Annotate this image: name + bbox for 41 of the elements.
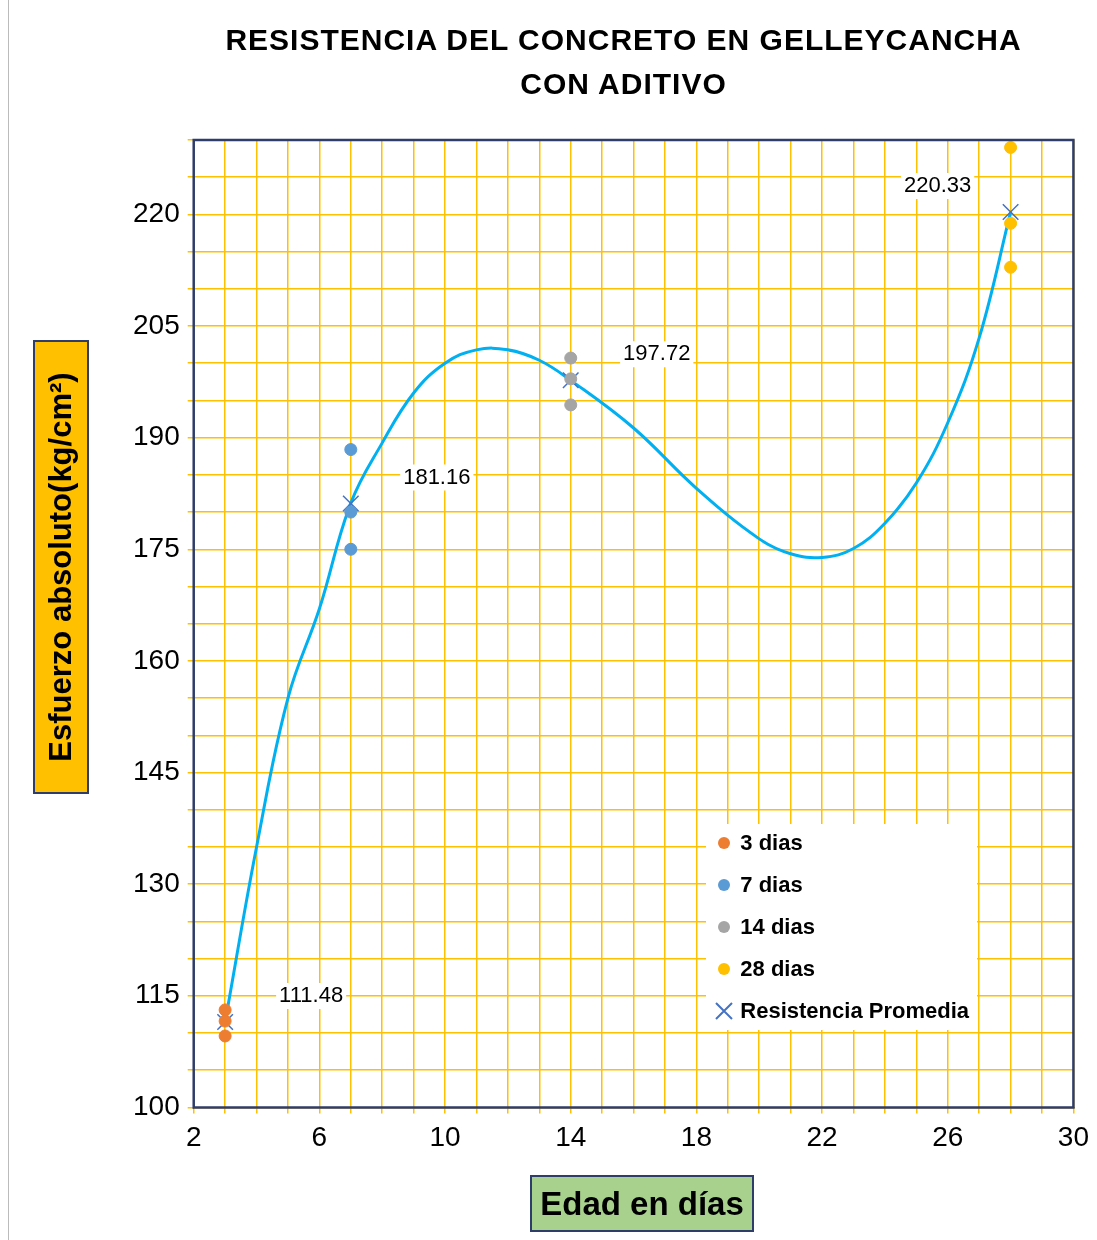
annotation: 181.16 [403, 463, 471, 489]
x-axis-title: Edad en días [530, 1175, 754, 1232]
y-tick-label: 145 [133, 755, 180, 787]
x-tick-label: 26 [932, 1120, 964, 1152]
x-tick-label: 2 [185, 1120, 202, 1152]
annotation: 197.72 [623, 340, 691, 366]
annotation: 111.48 [279, 982, 344, 1008]
point [218, 1003, 232, 1017]
point [1004, 140, 1018, 154]
y-tick-label: 160 [133, 643, 180, 675]
legend-label: 28 dias [740, 956, 815, 982]
legend-label: Resistencia Promedia [740, 998, 969, 1024]
x-tick-label: 30 [1057, 1120, 1090, 1152]
legend-label: 7 dias [740, 872, 803, 898]
point [564, 351, 578, 365]
point [344, 443, 358, 457]
annotation: 220.33 [903, 172, 972, 198]
point [564, 398, 578, 412]
point [344, 505, 358, 519]
x-tick-label: 10 [429, 1120, 461, 1152]
x-tick-label: 18 [680, 1120, 712, 1152]
point [1004, 260, 1018, 274]
point [342, 494, 360, 512]
y-axis-title: Esfuerzo absoluto(kg/cm²) [43, 372, 79, 762]
x-tick-label: 6 [311, 1120, 328, 1152]
y-tick-label: 220 [133, 197, 180, 229]
y-tick-label: 115 [135, 978, 180, 1010]
y-tick-label: 100 [133, 1090, 180, 1122]
point [1004, 216, 1018, 230]
y-tick-label: 175 [133, 532, 180, 563]
legend-label: 3 dias [740, 830, 803, 856]
legend-label: 14 dias [740, 914, 815, 940]
x-tick-label: 22 [806, 1120, 838, 1152]
y-tick-label: 205 [133, 308, 180, 340]
x-tick-label: 14 [555, 1120, 587, 1152]
point [1002, 203, 1020, 221]
y-tick-label: 190 [133, 420, 180, 452]
point [344, 542, 358, 556]
chart-title: RESISTENCIA DEL CONCRETO EN GELLEYCANCHA CON ADITIVO [224, 22, 1023, 102]
point [218, 1029, 232, 1043]
y-tick-label: 130 [133, 866, 180, 898]
